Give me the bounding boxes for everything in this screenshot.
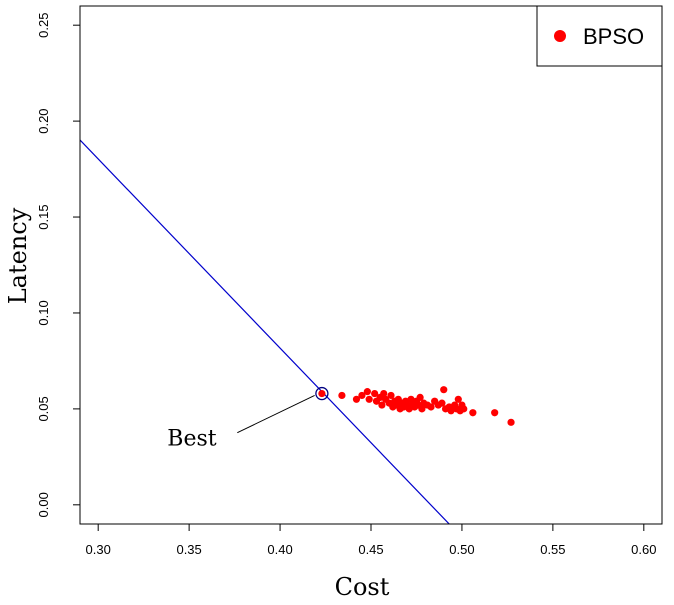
data-point <box>371 389 379 398</box>
y-tick-label: 0.00 <box>36 492 51 517</box>
y-axis: 0.00 0.05 0.10 0.15 0.20 0.25 <box>36 13 80 517</box>
data-point <box>358 391 366 400</box>
data-point <box>454 395 462 403</box>
data-point <box>440 386 448 394</box>
x-tick-label: 0.40 <box>267 542 292 557</box>
data-point <box>469 409 477 417</box>
x-tick-label: 0.55 <box>540 542 565 557</box>
x-axis: 0.30 0.35 0.40 0.45 0.50 0.55 0.60 <box>86 524 656 557</box>
best-annotation-label: Best <box>167 427 216 452</box>
data-point <box>387 391 395 400</box>
best-point-marker <box>315 386 329 401</box>
plot-contents <box>80 139 515 524</box>
x-tick-label: 0.35 <box>176 542 201 557</box>
data-point <box>427 403 435 411</box>
data-point <box>352 395 361 403</box>
data-point <box>491 409 499 417</box>
points-group <box>318 386 515 426</box>
x-tick-label: 0.60 <box>631 542 656 557</box>
data-point <box>438 399 446 407</box>
data-point <box>507 418 515 426</box>
data-point <box>418 405 426 413</box>
y-tick-label: 0.10 <box>36 300 51 325</box>
data-point <box>365 395 373 403</box>
x-tick-label: 0.45 <box>358 542 383 557</box>
data-point <box>318 389 326 398</box>
legend-marker-bpso <box>554 30 566 42</box>
best-annotation-line <box>237 395 315 434</box>
data-point <box>363 388 371 396</box>
x-tick-label: 0.30 <box>86 542 111 557</box>
x-axis-title: Cost <box>335 573 390 601</box>
data-point <box>378 401 386 409</box>
data-point <box>447 407 455 415</box>
reference-line <box>80 139 451 524</box>
y-tick-label: 0.05 <box>36 396 51 421</box>
y-tick-label: 0.20 <box>36 108 51 133</box>
x-tick-label: 0.50 <box>449 542 474 557</box>
data-point <box>416 393 424 401</box>
y-tick-label: 0.15 <box>36 204 51 229</box>
data-point <box>380 389 388 398</box>
data-point <box>338 391 346 400</box>
y-axis-title: Latency <box>4 207 32 304</box>
legend-label-bpso: BPSO <box>583 24 644 49</box>
data-point <box>460 405 468 413</box>
legend: BPSO <box>536 5 663 67</box>
y-tick-label: 0.25 <box>36 13 51 38</box>
data-point <box>405 405 413 413</box>
